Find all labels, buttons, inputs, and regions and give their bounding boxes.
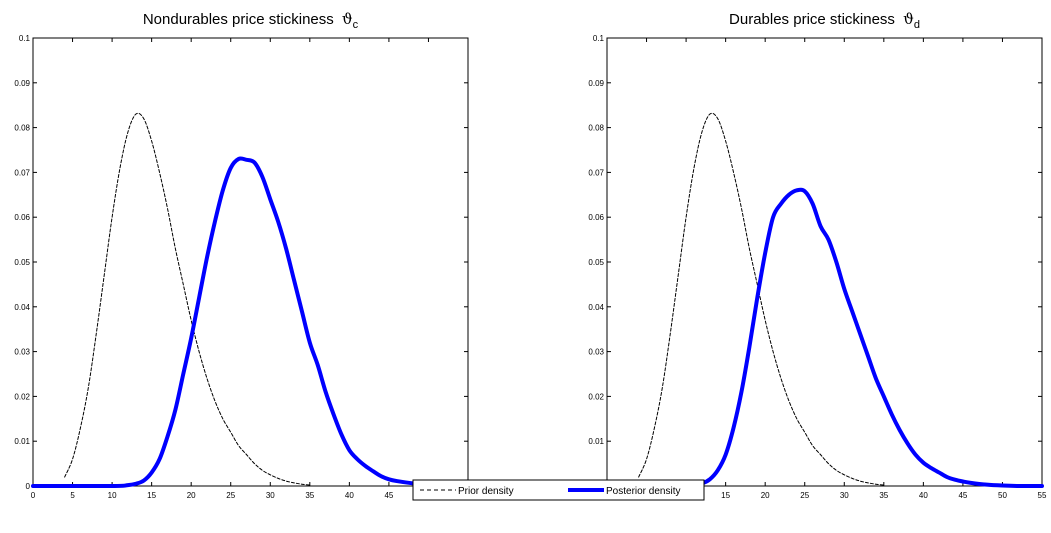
x-tick-label: 5 <box>70 491 75 500</box>
y-tick-label: 0.01 <box>14 437 30 446</box>
y-tick-label: 0.02 <box>588 392 604 401</box>
posterior-density-line <box>31 156 470 489</box>
x-tick-label: 15 <box>721 491 730 500</box>
y-tick-label: 0.09 <box>588 79 604 88</box>
y-tick-label: 0.07 <box>588 168 604 177</box>
x-tick-label: 55 <box>1038 491 1047 500</box>
y-tick-label: 0.07 <box>14 168 30 177</box>
chart-title-symbol: ϑ <box>903 10 914 28</box>
x-tick-label: 25 <box>800 491 809 500</box>
chart-1: Nondurables price stickiness ϑc 0 5 10 15 20 2… <box>14 10 473 500</box>
x-tick-label: 40 <box>345 491 354 500</box>
chart-title-subscript: d <box>914 19 920 31</box>
y-tick-label: 0.08 <box>588 124 604 133</box>
prior-density-line <box>64 112 311 486</box>
y-tick-label: 0.06 <box>14 213 30 222</box>
y-tick-label: 0.02 <box>14 392 30 401</box>
legend-prior-label: Prior density <box>458 486 514 497</box>
x-tick-label: 50 <box>998 491 1007 500</box>
chart-title-symbol: ϑ <box>342 10 353 28</box>
x-tick-label: 35 <box>879 491 888 500</box>
y-tick-label: 0.1 <box>593 34 605 43</box>
plot-area-frame <box>606 37 1043 487</box>
x-tick-label: 10 <box>108 491 117 500</box>
chart-title-subscript: c <box>353 19 359 31</box>
x-tick-label: 30 <box>840 491 849 500</box>
y-tick-label: 0.06 <box>588 213 604 222</box>
y-tick-label: 0.1 <box>19 34 31 43</box>
y-tick-label: 0.03 <box>14 348 30 357</box>
posterior-density-line <box>605 187 1044 489</box>
x-tick-label: 45 <box>384 491 393 500</box>
x-tick-label: 20 <box>761 491 770 500</box>
y-tick-label: 0.05 <box>14 258 30 267</box>
x-tick-label: 30 <box>266 491 275 500</box>
x-tick-label: 45 <box>958 491 967 500</box>
y-tick-label: 0.04 <box>14 303 30 312</box>
legend: Prior density Posterior density <box>412 479 705 501</box>
y-tick-label: 0 <box>26 482 31 491</box>
y-tick-label: 0.05 <box>588 258 604 267</box>
y-tick-label: 0.01 <box>588 437 604 446</box>
y-tick-label: 0.03 <box>588 348 604 357</box>
x-tick-label: 0 <box>31 491 36 500</box>
chart-title: Durables price stickiness ϑd <box>729 10 920 31</box>
x-tick-label: 40 <box>919 491 928 500</box>
chart-title: Nondurables price stickiness ϑc <box>143 10 359 31</box>
chart-title-text: Nondurables price stickiness <box>143 11 338 28</box>
x-tick-label: 35 <box>305 491 314 500</box>
prior-density-line <box>638 112 885 486</box>
y-tick-label: 0.08 <box>14 124 30 133</box>
x-tick-label: 25 <box>226 491 235 500</box>
chart-2: Durables price stickiness ϑd051015202530… <box>588 10 1047 500</box>
plot-area-frame <box>32 37 469 487</box>
chart-title-text: Durables price stickiness <box>729 11 899 28</box>
x-tick-label: 15 <box>147 491 156 500</box>
x-tick-label: 20 <box>187 491 196 500</box>
legend-box <box>412 479 705 501</box>
legend-posterior-label: Posterior density <box>606 486 680 497</box>
y-tick-label: 0.09 <box>14 79 30 88</box>
y-tick-label: 0.04 <box>588 303 604 312</box>
